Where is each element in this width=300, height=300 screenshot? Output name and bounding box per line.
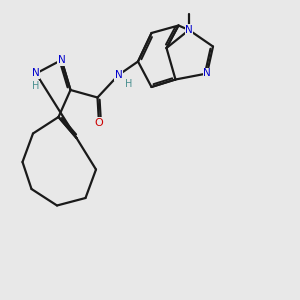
Text: N: N xyxy=(32,68,40,79)
Text: H: H xyxy=(32,81,39,91)
Text: N: N xyxy=(115,70,122,80)
Text: N: N xyxy=(185,25,193,35)
Text: N: N xyxy=(203,68,211,79)
Text: O: O xyxy=(94,118,103,128)
Text: H: H xyxy=(125,79,133,89)
Text: N: N xyxy=(58,55,65,65)
